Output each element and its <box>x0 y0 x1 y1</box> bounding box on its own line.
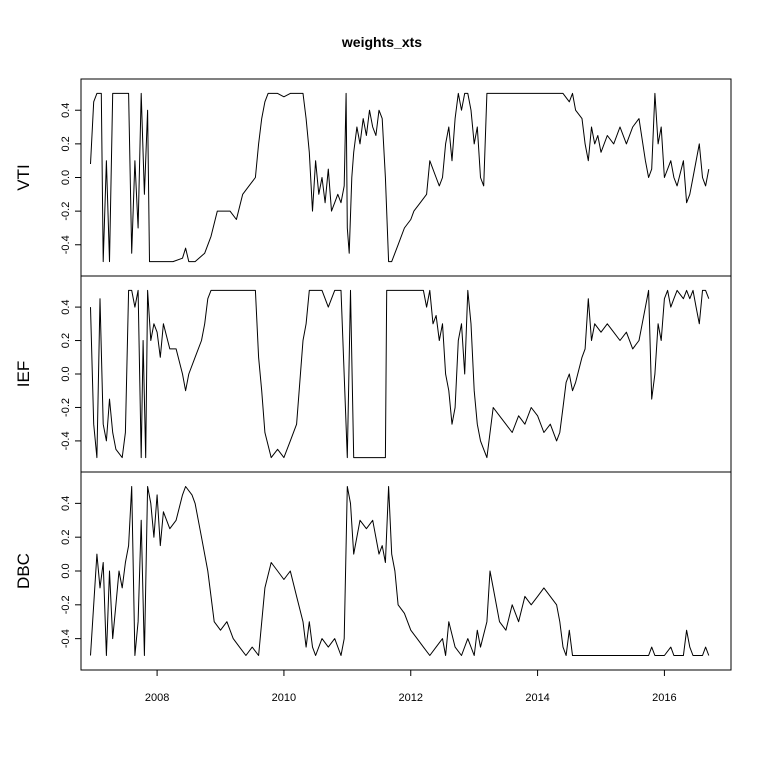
y-tick-label: -0.2 <box>60 595 72 614</box>
series-line-dbc <box>90 486 710 656</box>
x-tick-label: 2014 <box>525 692 549 704</box>
y-tick-label: 0.2 <box>60 136 72 151</box>
x-axis: 2008 2010 2012 2014 2016 <box>145 670 677 704</box>
y-tick-label: 0.0 <box>60 366 72 381</box>
y-tick-label: 0.2 <box>60 333 72 348</box>
y-tick-label: 0.0 <box>60 563 72 578</box>
x-tick-label: 2016 <box>652 692 676 704</box>
y-axis-label: DBC <box>14 553 33 589</box>
y-tick-label: -0.2 <box>60 398 72 417</box>
panel-frame <box>80 78 732 277</box>
panels-group: -0.4 -0.2 0.0 0.2 0.4 VTI -0.4 -0.2 0.0 0.2 0.4 IEF… <box>14 78 732 671</box>
y-tick-label: -0.4 <box>60 431 72 450</box>
panel-frame <box>80 471 732 671</box>
panel-ief: -0.4 -0.2 0.0 0.2 0.4 IEF <box>14 275 732 473</box>
y-tick-label: 0.4 <box>60 103 72 118</box>
y-tick-label: -0.4 <box>60 235 72 254</box>
x-tick-label: 2012 <box>399 692 423 704</box>
y-tick-label: -0.2 <box>60 202 72 221</box>
y-tick-label: 0.0 <box>60 170 72 185</box>
x-tick-label: 2010 <box>272 692 296 704</box>
y-axis-label: VTI <box>14 164 33 190</box>
panel-vti: -0.4 -0.2 0.0 0.2 0.4 VTI <box>14 78 732 277</box>
series-line-vti <box>90 92 710 263</box>
panel-dbc: -0.4 -0.2 0.0 0.2 0.4 DBC <box>14 471 732 671</box>
y-axis-label: IEF <box>14 361 33 387</box>
y-tick-label: 0.2 <box>60 530 72 545</box>
y-tick-label: 0.4 <box>60 496 72 511</box>
panel-frame <box>80 275 732 473</box>
chart-title: weights_xts <box>341 34 422 50</box>
series-line-ief <box>90 289 710 459</box>
x-tick-label: 2008 <box>145 692 169 704</box>
y-tick-label: -0.4 <box>60 629 72 648</box>
y-tick-label: 0.4 <box>60 299 72 314</box>
